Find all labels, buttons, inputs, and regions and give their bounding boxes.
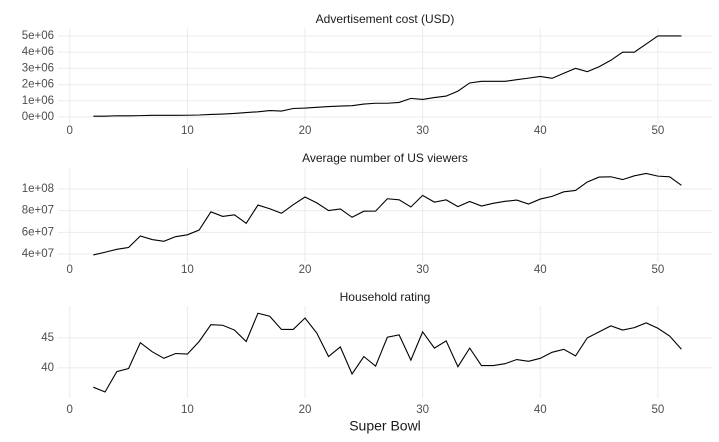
- x-tick-label: 20: [299, 264, 312, 276]
- x-tick-label: 0: [67, 404, 73, 416]
- y-tick-label: 40: [41, 362, 54, 374]
- x-tick-label: 20: [299, 125, 312, 137]
- y-tick-label: 1e+06: [22, 95, 54, 107]
- x-axis-title: Super Bowl: [349, 418, 421, 434]
- panel-title: Advertisement cost (USD): [316, 12, 455, 26]
- line-series: [93, 35, 682, 117]
- y-tick-label: 4e+07: [22, 248, 54, 260]
- x-tick-label: 50: [651, 125, 664, 137]
- x-tick-label: 0: [67, 125, 73, 137]
- y-tick-label: 4e+06: [22, 46, 54, 58]
- y-tick-label: 2e+06: [22, 79, 54, 91]
- x-tick-label: 10: [181, 404, 194, 416]
- panel-title: Household rating: [340, 290, 431, 304]
- y-tick-label: 3e+06: [22, 62, 54, 74]
- line-series: [93, 172, 682, 256]
- x-tick-label: 40: [534, 404, 547, 416]
- x-tick-label: 30: [416, 264, 429, 276]
- x-tick-label: 30: [416, 404, 429, 416]
- y-tick-label: 0e+00: [22, 111, 54, 123]
- x-tick-label: 20: [299, 404, 312, 416]
- y-tick-label: 45: [41, 332, 54, 344]
- x-tick-label: 10: [181, 264, 194, 276]
- x-tick-label: 40: [534, 125, 547, 137]
- panel-title: Average number of US viewers: [302, 151, 468, 165]
- y-tick-label: 6e+07: [22, 226, 54, 238]
- y-tick-label: 8e+07: [22, 205, 54, 217]
- x-tick-label: 50: [651, 404, 664, 416]
- x-tick-label: 30: [416, 125, 429, 137]
- x-tick-label: 40: [534, 264, 547, 276]
- y-tick-label: 5e+06: [22, 30, 54, 42]
- y-tick-label: 1e+08: [22, 183, 54, 195]
- line-series: [93, 312, 682, 393]
- x-tick-label: 10: [181, 125, 194, 137]
- x-tick-label: 0: [67, 264, 73, 276]
- x-tick-label: 50: [651, 264, 664, 276]
